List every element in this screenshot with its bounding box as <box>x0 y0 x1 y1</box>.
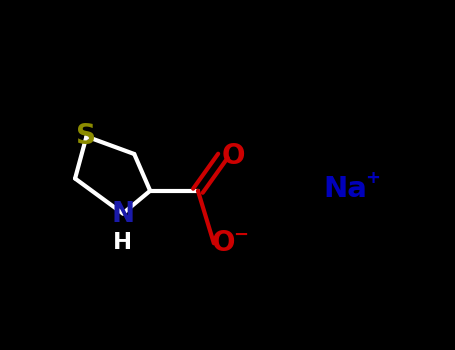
Text: O: O <box>221 142 245 170</box>
Text: H: H <box>113 231 132 254</box>
Text: +: + <box>366 169 380 187</box>
Text: S: S <box>76 122 96 150</box>
Text: O: O <box>211 229 235 257</box>
Text: N: N <box>111 199 134 228</box>
Text: Na: Na <box>324 175 368 203</box>
Text: −: − <box>233 225 248 244</box>
